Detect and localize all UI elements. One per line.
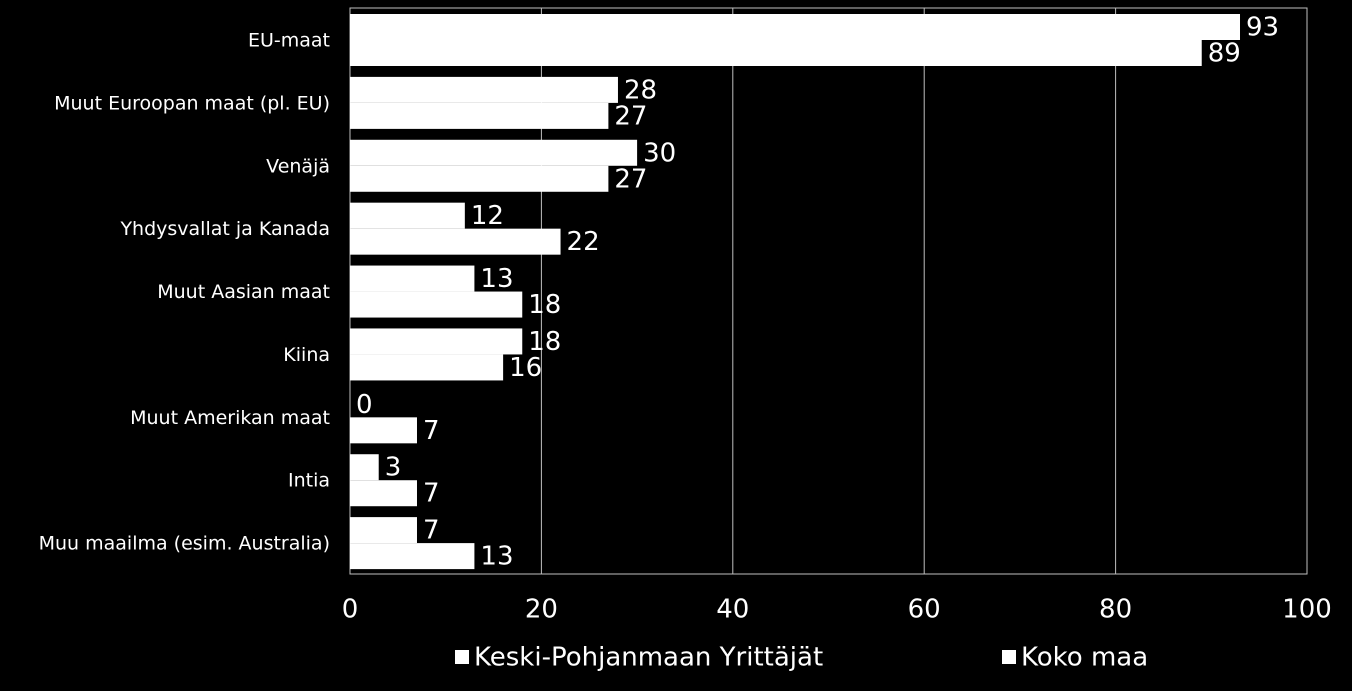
value-label: 7 [423, 479, 440, 509]
y-tick-label: Intia [288, 470, 330, 492]
value-label: 13 [480, 542, 513, 572]
y-tick-label: Muut Amerikan maat [130, 407, 330, 429]
bar [350, 354, 504, 381]
bar [350, 543, 475, 570]
legend-marker [1002, 650, 1016, 664]
bar [350, 165, 609, 192]
bar [350, 14, 1241, 40]
bar [350, 291, 523, 318]
x-tick-label: 40 [716, 595, 749, 625]
bar [350, 76, 618, 103]
bar [350, 517, 417, 544]
value-label: 16 [509, 353, 542, 383]
bar [350, 265, 475, 292]
x-tick-label: 20 [525, 595, 558, 625]
value-label: 13 [480, 264, 513, 294]
bar [350, 328, 523, 355]
value-label: 30 [643, 138, 676, 168]
bar [350, 139, 638, 166]
value-label: 3 [385, 453, 402, 483]
y-tick-label: EU-maat [248, 30, 330, 52]
bar [350, 417, 417, 444]
bar [350, 40, 1202, 66]
value-label: 18 [528, 290, 561, 320]
value-label: 93 [1246, 13, 1279, 43]
x-tick-label: 100 [1282, 595, 1332, 625]
x-tick-label: 60 [908, 595, 941, 625]
value-label: 27 [614, 101, 647, 131]
bar [350, 454, 379, 481]
x-tick-label: 80 [1099, 595, 1132, 625]
bar [350, 102, 609, 129]
legend-label: Keski-Pohjanmaan Yrittäjät [474, 643, 823, 673]
y-tick-label: Muut Aasian maat [157, 281, 330, 303]
value-label: 89 [1208, 39, 1241, 69]
legend-marker [455, 650, 469, 664]
legend-label: Koko maa [1021, 643, 1148, 673]
y-tick-label: Yhdysvallat ja Kanada [119, 218, 330, 240]
value-label: 12 [471, 201, 504, 231]
y-tick-label: Muu maailma (esim. Australia) [39, 533, 330, 555]
value-label: 18 [528, 327, 561, 357]
value-label: 28 [624, 75, 657, 105]
value-label: 27 [614, 164, 647, 194]
y-tick-label: Muut Euroopan maat (pl. EU) [54, 92, 330, 114]
x-tick-label: 0 [342, 595, 359, 625]
bar [350, 228, 561, 255]
y-tick-label: Kiina [283, 344, 330, 366]
value-label: 22 [567, 227, 600, 257]
value-label: 0 [356, 390, 373, 420]
bar [350, 480, 417, 507]
value-label: 7 [423, 416, 440, 446]
y-tick-label: Venäjä [266, 155, 330, 177]
value-label: 7 [423, 516, 440, 546]
bar [350, 202, 465, 229]
